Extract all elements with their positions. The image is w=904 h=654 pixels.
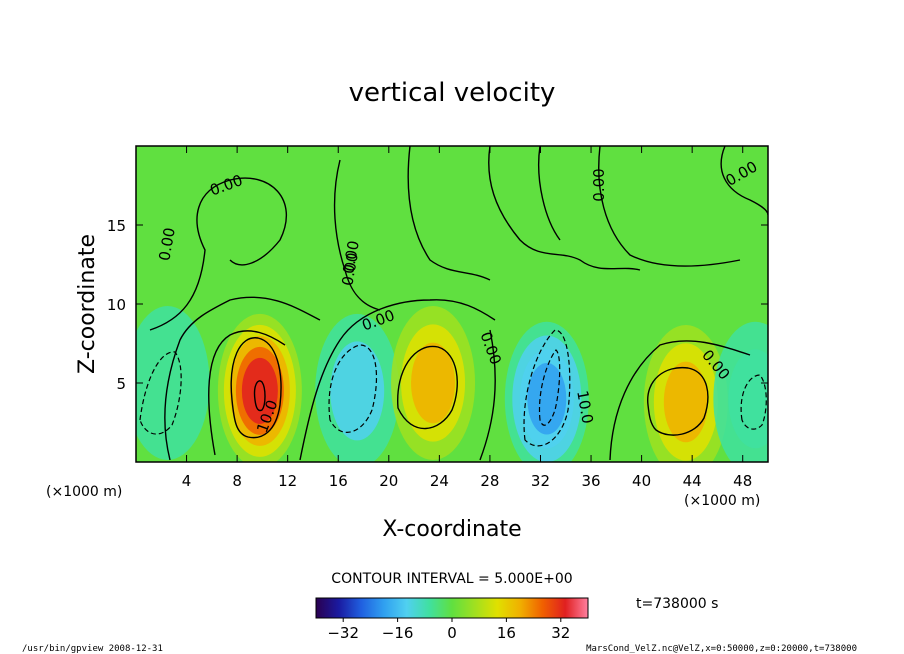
negative-contour xyxy=(740,374,767,430)
footer-right: MarsCond_VelZ.nc@VelZ,x=0:50000,z=0:2000… xyxy=(586,644,857,654)
x-unit-right: (×1000 m) xyxy=(684,493,760,509)
negative-contour xyxy=(523,329,571,447)
contour-interval: CONTOUR INTERVAL = 5.000E+00 xyxy=(331,571,572,587)
zero-contour xyxy=(333,159,381,311)
negative-contour xyxy=(139,351,182,435)
plot-area xyxy=(136,146,768,462)
y-tick-label: 5 xyxy=(116,375,126,393)
zero-contour xyxy=(149,177,287,331)
x-tick-label: 36 xyxy=(581,472,600,490)
colorbar-tick-label: 16 xyxy=(497,624,516,642)
x-tick-label: 28 xyxy=(480,472,499,490)
time-label: t=738000 s xyxy=(636,596,718,612)
y-axis-label: Z-coordinate xyxy=(75,234,100,374)
zero-contour xyxy=(407,146,491,281)
positive-contour xyxy=(230,337,282,439)
field-features xyxy=(136,306,768,462)
chart-title: vertical velocity xyxy=(349,78,556,108)
zero-contour xyxy=(164,296,321,461)
zero-contour xyxy=(609,340,751,461)
contour-label: 0.00 xyxy=(338,251,362,287)
field-blob xyxy=(241,357,278,424)
colorbar-tick-label: −32 xyxy=(327,624,359,642)
field-blob xyxy=(330,341,385,441)
y-tick-label: 10 xyxy=(107,296,126,314)
x-unit-left: (×1000 m) xyxy=(46,484,122,500)
positive-contour xyxy=(253,380,266,412)
x-tick-label: 48 xyxy=(733,472,752,490)
field-blob xyxy=(728,349,768,449)
colorbar-tick-label: −16 xyxy=(382,624,414,642)
zero-contour xyxy=(299,299,496,461)
y-axis: 5 10 15 xyxy=(107,217,768,393)
positive-contour xyxy=(397,345,458,430)
positive-contour xyxy=(647,366,709,436)
zero-contour xyxy=(488,146,641,271)
x-tick-label: 44 xyxy=(683,472,702,490)
colorbar-ticks: −32 −16 0 16 32 xyxy=(327,618,570,642)
colorbar xyxy=(315,597,589,619)
zero-contour xyxy=(720,146,768,216)
negative-contours xyxy=(139,329,767,447)
x-tick-label: 24 xyxy=(430,472,449,490)
x-tick-label: 12 xyxy=(278,472,297,490)
field-blob xyxy=(663,361,708,443)
x-axis: 4 8 12 16 20 24 28 32 36 40 44 48 xyxy=(182,146,752,490)
colorbar-tick-label: 0 xyxy=(447,624,457,642)
y-tick-label: 15 xyxy=(107,217,126,235)
zero-contour xyxy=(208,330,286,456)
x-tick-label: 32 xyxy=(531,472,550,490)
field-blob xyxy=(136,306,210,460)
field-blob xyxy=(411,342,456,424)
contour-label: 0.00 xyxy=(339,239,363,275)
zero-contour xyxy=(598,146,741,267)
x-axis-label: X-coordinate xyxy=(382,517,521,542)
zero-contour xyxy=(479,329,496,461)
x-tick-label: 4 xyxy=(182,472,192,490)
x-tick-label: 20 xyxy=(379,472,398,490)
footer-left: /usr/bin/gpview 2008-12-31 xyxy=(22,644,163,654)
zero-contour xyxy=(538,146,561,241)
negative-contour xyxy=(328,344,378,433)
field-blob xyxy=(527,363,567,435)
x-tick-label: 40 xyxy=(632,472,651,490)
x-tick-label: 16 xyxy=(329,472,348,490)
contour-label: 0.00 xyxy=(590,168,608,201)
contour-label: 10.0 xyxy=(573,389,597,425)
contour-lines xyxy=(149,146,768,461)
x-tick-label: 8 xyxy=(232,472,242,490)
colorbar-tick-label: 32 xyxy=(551,624,570,642)
contour-label: 0.00 xyxy=(155,226,179,262)
